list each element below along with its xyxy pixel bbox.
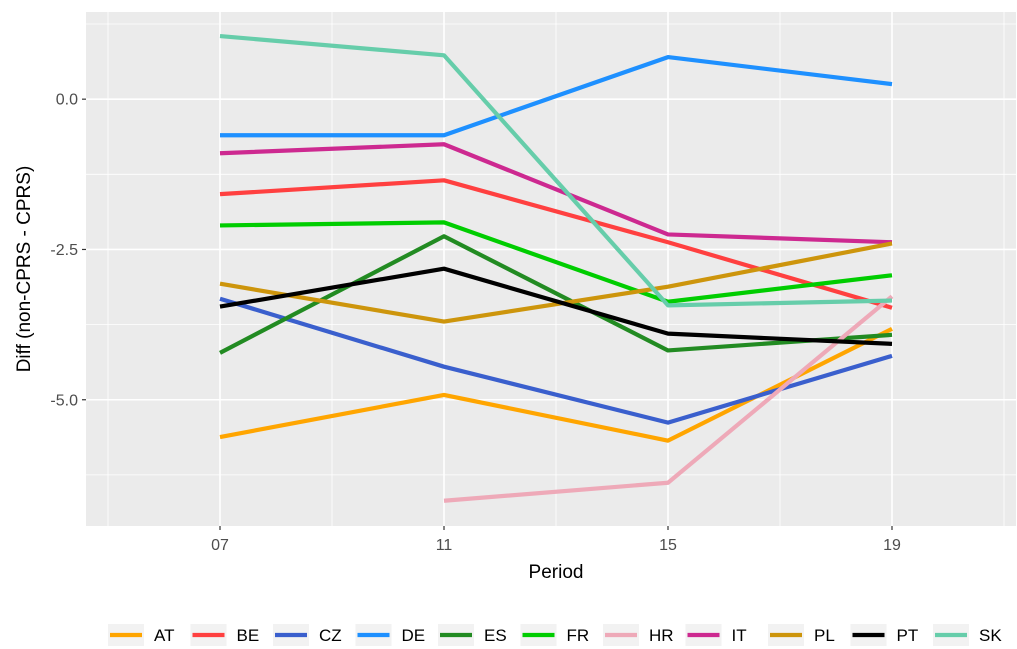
legend: AT BE CZ DE ES FR HR IT PL PT SK — [108, 624, 1002, 646]
legend-label-pt: PT — [897, 626, 919, 645]
legend-label-fr: FR — [567, 626, 590, 645]
x-tick-label: 19 — [883, 537, 901, 554]
legend-label-pl: PL — [814, 626, 835, 645]
x-tick-label: 07 — [211, 537, 229, 554]
y-axis-title: Diff (non-CPRS - CPRS) — [14, 166, 35, 373]
legend-label-es: ES — [484, 626, 507, 645]
series-line-pt — [219, 266, 893, 346]
legend-label-de: DE — [402, 626, 426, 645]
series-line-hr — [443, 294, 894, 503]
series-line-pl — [219, 241, 893, 324]
legend-label-at: AT — [154, 626, 174, 645]
y-tick-label: -5.0 — [50, 392, 78, 409]
y-axis: 0.0 -2.5 -5.0 — [50, 92, 86, 409]
legend-label-hr: HR — [649, 626, 674, 645]
legend-label-cz: CZ — [319, 626, 342, 645]
legend-label-sk: SK — [979, 626, 1002, 645]
series-line-es — [219, 234, 893, 355]
y-tick-label: 0.0 — [56, 92, 78, 109]
legend-label-be: BE — [237, 626, 260, 645]
x-tick-label: 11 — [436, 537, 453, 554]
series-line-at — [219, 326, 893, 443]
x-axis: 07 11 15 19 — [211, 526, 901, 554]
x-tick-label: 15 — [659, 537, 677, 554]
series-line-de — [220, 54, 893, 138]
series-lines — [219, 33, 894, 503]
y-tick-label: -2.5 — [50, 242, 78, 259]
panel-background — [86, 12, 1016, 526]
series-line-be — [219, 178, 893, 310]
series-line-fr — [219, 220, 893, 304]
x-axis-title: Period — [529, 562, 584, 583]
series-line-it — [219, 142, 893, 245]
series-line-sk — [219, 33, 893, 308]
legend-label-it: IT — [732, 626, 747, 645]
